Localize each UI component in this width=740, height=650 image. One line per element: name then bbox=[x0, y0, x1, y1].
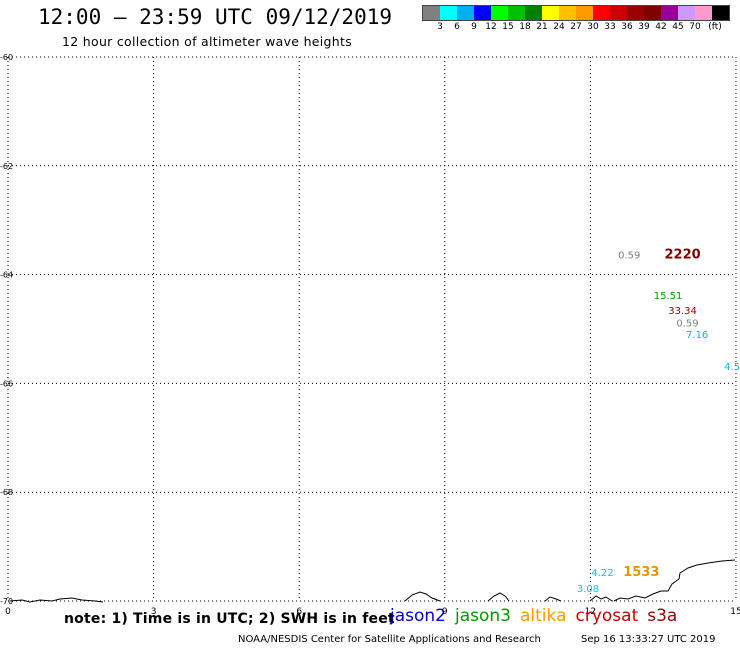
x-tick-label: 3 bbox=[151, 607, 157, 617]
footnote: note: 1) Time is in UTC; 2) SWH is in fe… bbox=[64, 611, 395, 627]
scale-label: 33 bbox=[604, 22, 616, 32]
scale-swatch bbox=[440, 6, 457, 20]
scale-swatch bbox=[491, 6, 508, 20]
satellite-name: jason2 bbox=[390, 606, 446, 626]
scale-swatch bbox=[559, 6, 576, 20]
scale-swatch bbox=[576, 6, 593, 20]
scale-swatch bbox=[610, 6, 627, 20]
x-tick-label: 12 bbox=[585, 607, 596, 617]
wave-height-label: 0.59 bbox=[618, 250, 640, 261]
scale-swatch bbox=[593, 6, 610, 20]
scale-swatch bbox=[627, 6, 644, 20]
satellite-name: cryosat bbox=[575, 606, 639, 626]
wave-height-label: 0.59 bbox=[676, 318, 698, 329]
scale-label: 27 bbox=[570, 22, 582, 32]
wave-height-color-scale: 3 6 9 12 15 18 21 24 27 30 33 36 39 42 45 70 (ft) bbox=[422, 5, 730, 32]
map-title: 12:00 – 23:59 UTC 09/12/2019 bbox=[38, 5, 393, 29]
axis-tick-labels: 0 3 6 9 12 15 -60 -62 -64 -66 -68 -70 bbox=[0, 53, 740, 617]
scale-swatch bbox=[644, 6, 661, 20]
y-tick-label: -60 bbox=[0, 53, 13, 62]
generated-timestamp: Sep 16 13:33:27 UTC 2019 bbox=[581, 634, 716, 645]
scale-label: 45 bbox=[672, 22, 684, 32]
scale-swatch bbox=[474, 6, 491, 20]
x-tick-label: 9 bbox=[442, 607, 448, 617]
scale-swatch bbox=[525, 6, 542, 20]
satellite-name: altika bbox=[520, 606, 567, 626]
satellite-legend: jason2 jason3 altika cryosat s3a bbox=[390, 606, 686, 626]
scale-swatch bbox=[661, 6, 678, 20]
scale-label: 30 bbox=[587, 22, 599, 32]
wave-height-label: 7.16 bbox=[686, 330, 708, 341]
scale-label: 18 bbox=[519, 22, 531, 32]
x-tick-label: 0 bbox=[5, 607, 11, 617]
scale-label: 42 bbox=[655, 22, 667, 32]
scale-swatch bbox=[508, 6, 525, 20]
y-tick-label: -62 bbox=[0, 162, 13, 171]
scale-label: (ft) bbox=[708, 22, 722, 32]
scale-label: 12 bbox=[485, 22, 497, 32]
y-tick-label: -70 bbox=[0, 597, 13, 606]
color-swatches bbox=[422, 5, 730, 21]
y-tick-label: -68 bbox=[0, 488, 13, 497]
wave-height-label: 4.22 bbox=[591, 568, 613, 579]
map-grid bbox=[7, 56, 737, 602]
x-tick-label: 15 bbox=[730, 607, 740, 617]
scale-swatch bbox=[695, 6, 712, 20]
scale-label: 6 bbox=[454, 22, 460, 32]
scale-swatch bbox=[712, 6, 729, 20]
scale-labels: 3 6 9 12 15 18 21 24 27 30 33 36 39 42 45 70 (ft) bbox=[422, 22, 740, 36]
wave-height-label: 33.34 bbox=[668, 306, 697, 317]
scale-label: 9 bbox=[471, 22, 477, 32]
scale-swatch bbox=[542, 6, 559, 20]
wave-height-label: 4.5 bbox=[724, 362, 740, 373]
scale-label: 15 bbox=[502, 22, 514, 32]
scale-label: 39 bbox=[638, 22, 650, 32]
scale-label: 36 bbox=[621, 22, 633, 32]
credit-line: NOAA/NESDIS Center for Satellite Applica… bbox=[238, 634, 541, 645]
wave-height-label: 1533 bbox=[623, 565, 659, 580]
y-tick-label: -66 bbox=[0, 379, 13, 388]
scale-label: 3 bbox=[437, 22, 443, 32]
satellite-name: jason3 bbox=[455, 606, 511, 626]
scale-label: 70 bbox=[689, 22, 701, 32]
wave-height-label: 15.51 bbox=[654, 291, 683, 302]
scale-swatch bbox=[457, 6, 474, 20]
y-tick-label: -64 bbox=[0, 271, 13, 280]
scale-label: 24 bbox=[553, 22, 565, 32]
scale-label: 21 bbox=[536, 22, 548, 32]
scale-swatch bbox=[678, 6, 695, 20]
satellite-name: s3a bbox=[647, 606, 678, 626]
map-subtitle: 12 hour collection of altimeter wave hei… bbox=[62, 34, 353, 49]
scale-swatch bbox=[423, 6, 440, 20]
wave-height-label: 2220 bbox=[665, 247, 701, 262]
coastline bbox=[9, 559, 736, 603]
wave-height-label: 3.08 bbox=[577, 584, 599, 595]
x-tick-label: 6 bbox=[296, 607, 302, 617]
